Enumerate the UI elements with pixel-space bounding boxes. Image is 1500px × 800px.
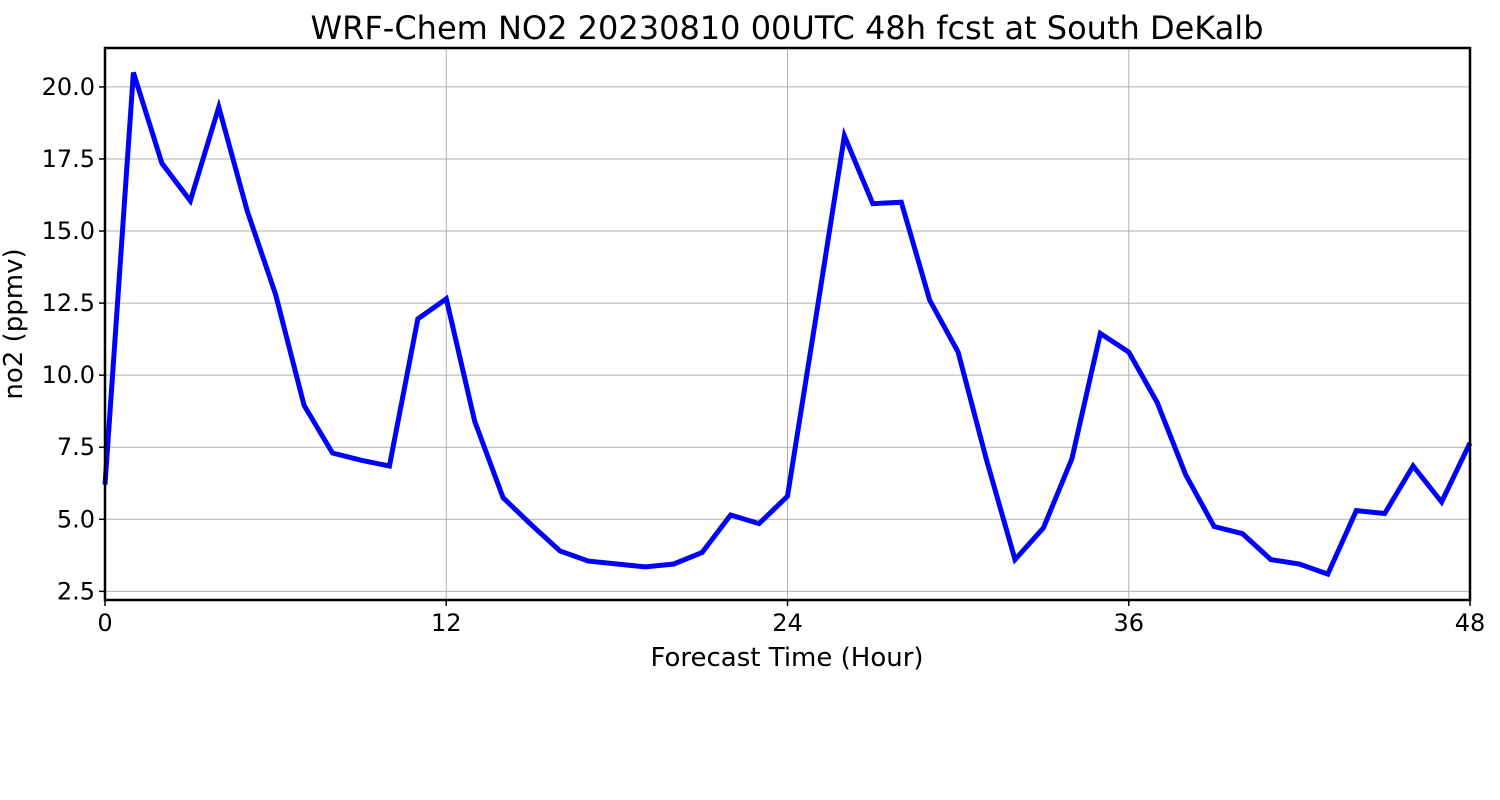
y-tick-label: 12.5 [42,289,95,317]
grid-lines [104,48,1471,600]
y-tick-label: 17.5 [42,145,95,173]
y-tick-label: 15.0 [42,217,95,245]
x-tick-label: 36 [1113,609,1144,637]
y-tick-label: 10.0 [42,361,95,389]
y-tick-label: 2.5 [57,577,95,605]
x-axis-label: Forecast Time (Hour) [650,643,923,673]
series-layer [102,71,1473,578]
y-axis-label: no2 (ppmv) [0,248,29,399]
y-tick-label: 7.5 [57,433,95,461]
y-tick-label: 20.0 [42,73,95,101]
x-tick-label: 12 [431,609,462,637]
chart-title: WRF-Chem NO2 20230810 00UTC 48h fcst at … [311,9,1264,47]
x-tick-label: 0 [97,609,112,637]
no2-series-line [102,71,1473,578]
x-tick-label: 48 [1455,609,1486,637]
x-tick-label: 24 [772,609,803,637]
y-tick-label: 5.0 [57,505,95,533]
axis-ticks: 0 12 24 36 48 2.5 5.0 7.5 10.0 12.5 15.0 17.5 20.0 [42,73,1486,637]
